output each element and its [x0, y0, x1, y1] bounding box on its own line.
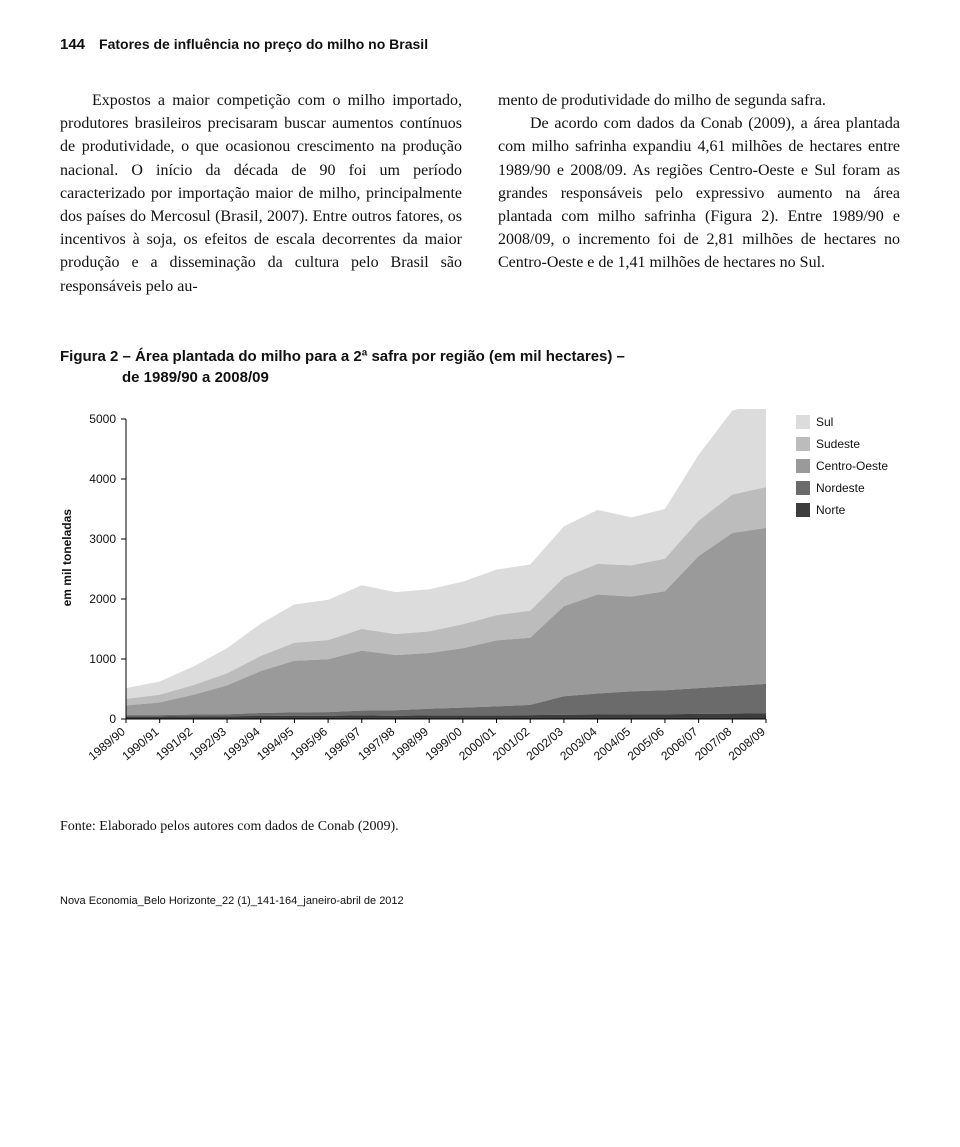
legend-swatch	[796, 437, 810, 451]
x-tick-label: 1997/98	[355, 725, 397, 764]
legend-label: Norte	[816, 503, 845, 517]
x-tick-label: 1996/97	[321, 725, 363, 764]
x-tick-label: 2001/02	[490, 725, 532, 764]
y-tick-label: 2000	[89, 592, 116, 606]
y-tick-label: 3000	[89, 532, 116, 546]
x-tick-label: 2003/04	[557, 725, 599, 764]
legend-swatch	[796, 415, 810, 429]
x-tick-label: 1991/92	[153, 725, 195, 764]
x-tick-label: 1993/94	[220, 725, 262, 764]
legend-label: Sul	[816, 415, 833, 429]
legend-item-sul: Sul	[796, 415, 888, 429]
x-tick-label: 2000/01	[456, 725, 498, 764]
x-tick-label: 1995/96	[288, 725, 330, 764]
legend: Sul Sudeste Centro-Oeste Nordeste Norte	[796, 415, 888, 525]
figure-title: Figura 2 – Área plantada do milho para a…	[60, 346, 900, 390]
body-paragraph-right: mento de produtividade do milho de segun…	[498, 89, 900, 112]
page: 144 Fatores de influência no preço do mi…	[0, 0, 960, 931]
y-tick-label: 0	[109, 712, 116, 726]
x-tick-label: 2006/07	[658, 725, 700, 764]
x-tick-label: 1998/99	[389, 725, 431, 764]
running-title: Fatores de influência no preço do milho …	[99, 36, 428, 53]
footer-reference: Nova Economia_Belo Horizonte_22 (1)_141-…	[60, 895, 900, 907]
figure-title-line2: de 1989/90 a 2008/09	[60, 367, 900, 389]
legend-swatch	[796, 481, 810, 495]
y-tick-label: 5000	[89, 412, 116, 426]
x-tick-label: 1989/90	[86, 725, 128, 764]
x-tick-label: 2005/06	[625, 725, 667, 764]
legend-swatch	[796, 459, 810, 473]
y-axis-label: em mil toneladas	[60, 509, 74, 606]
legend-swatch	[796, 503, 810, 517]
figure-source: Fonte: Elaborado pelos autores com dados…	[60, 819, 900, 835]
x-tick-label: 1994/95	[254, 725, 296, 764]
legend-item-sudeste: Sudeste	[796, 437, 888, 451]
page-number: 144	[60, 36, 85, 53]
y-tick-label: 1000	[89, 652, 116, 666]
running-header: 144 Fatores de influência no preço do mi…	[60, 36, 900, 53]
chart-core: em mil toneladas 0 1000 2000 3000 4000 5000 19…	[60, 409, 776, 789]
figure-title-line1: Figura 2 – Área plantada do milho para a…	[60, 346, 900, 368]
y-tick-label: 4000	[89, 472, 116, 486]
right-column: mento de produtividade do milho de segun…	[498, 89, 900, 298]
chart-wrapper: em mil toneladas 0 1000 2000 3000 4000 5000 19…	[60, 409, 900, 789]
body-paragraph-left: Expostos a maior competição com o milho …	[60, 89, 462, 298]
x-tick-label: 2004/05	[591, 725, 633, 764]
x-tick-label: 1992/93	[187, 725, 229, 764]
x-tick-label: 1990/91	[119, 725, 161, 764]
stacked-area-chart: 0 1000 2000 3000 4000 5000 1989/901990/911991/…	[76, 409, 776, 789]
legend-label: Nordeste	[816, 481, 865, 495]
legend-item-nordeste: Nordeste	[796, 481, 888, 495]
x-tick-label: 2008/09	[726, 725, 768, 764]
left-column: Expostos a maior competição com o milho …	[60, 89, 462, 298]
x-tick-label: 2002/03	[524, 725, 566, 764]
legend-item-norte: Norte	[796, 503, 888, 517]
figure-block: Figura 2 – Área plantada do milho para a…	[60, 346, 900, 836]
x-tick-label: 2007/08	[692, 725, 734, 764]
x-tick-label: 1999/00	[423, 725, 465, 764]
body-columns: Expostos a maior competição com o milho …	[60, 89, 900, 298]
body-paragraph-right-2: De acordo com dados da Conab (2009), a á…	[498, 112, 900, 274]
legend-item-centro-oeste: Centro-Oeste	[796, 459, 888, 473]
legend-label: Sudeste	[816, 437, 860, 451]
legend-label: Centro-Oeste	[816, 459, 888, 473]
